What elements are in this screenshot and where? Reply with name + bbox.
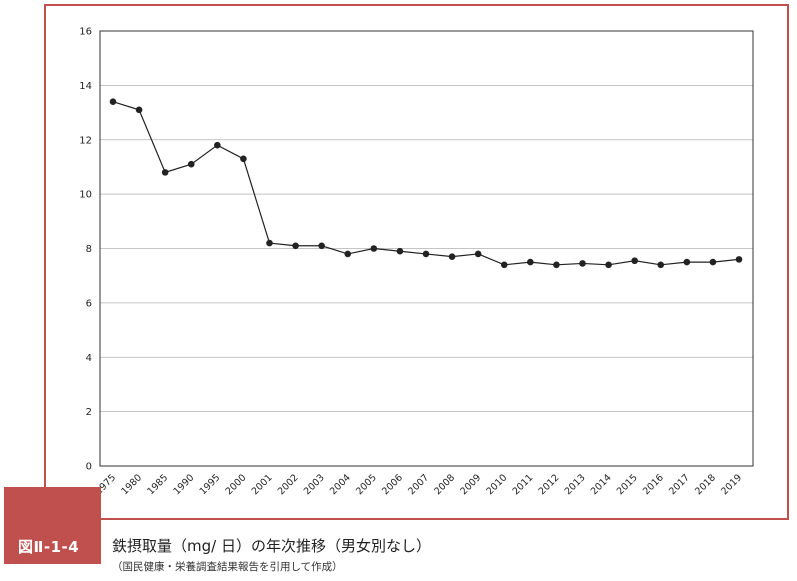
data-point: [500, 261, 508, 269]
data-point: [318, 242, 325, 250]
data-point: [657, 261, 665, 269]
x-tick-label: 2011: [511, 472, 536, 497]
x-tick-label: 2004: [328, 472, 353, 497]
x-tick-label: 2010: [484, 472, 509, 497]
y-tick-label: 16: [79, 27, 92, 38]
x-tick-label: 2000: [224, 472, 249, 497]
x-tick-label: 2003: [302, 472, 327, 497]
x-tick-label: 2019: [719, 472, 744, 497]
x-tick-label: 2014: [589, 472, 614, 497]
data-point: [396, 247, 404, 255]
figure-label-box: 図Ⅱ-1-4: [4, 487, 101, 564]
figure-number: 図Ⅱ-1-4: [18, 538, 80, 556]
data-point: [631, 257, 638, 265]
y-tick-label: 12: [79, 135, 92, 146]
data-point: [605, 261, 612, 269]
x-tick-label: 2015: [615, 472, 640, 497]
x-tick-label: 2013: [563, 472, 588, 497]
x-tick-label: 2008: [432, 472, 457, 497]
x-tick-label: 1980: [119, 472, 144, 497]
x-tick-label: 2005: [354, 472, 379, 497]
y-tick-label: 6: [86, 298, 92, 309]
data-point: [266, 239, 273, 247]
data-point: [553, 261, 560, 269]
data-point: [735, 256, 743, 263]
data-point: [709, 258, 717, 266]
data-point: [579, 260, 586, 267]
x-tick-label: 2002: [276, 472, 301, 497]
x-tick-label: 2006: [380, 472, 405, 497]
y-tick-label: 4: [86, 353, 92, 364]
plot-area: [99, 30, 754, 467]
y-tick-label: 2: [86, 407, 92, 418]
chart-frame: [44, 4, 789, 520]
figure-source-note: （国民健康・栄養調査結果報告を引用して作成）: [112, 561, 343, 573]
data-point: [135, 106, 143, 114]
data-point: [292, 242, 299, 250]
data-point: [683, 258, 691, 266]
data-point: [109, 98, 117, 105]
y-tick-label: 14: [79, 81, 92, 92]
data-point: [527, 258, 534, 266]
x-tick-label: 2009: [458, 472, 483, 497]
y-tick-label: 0: [86, 462, 92, 473]
x-tick-label: 1990: [171, 472, 196, 497]
data-point: [422, 250, 430, 258]
y-tick-label: 10: [79, 190, 92, 201]
data-point: [240, 155, 247, 163]
y-tick-label: 8: [86, 244, 92, 255]
series-line: [112, 101, 740, 266]
x-tick-label: 1995: [198, 472, 223, 497]
data-point: [448, 253, 456, 260]
data-point: [214, 141, 221, 149]
data-point: [161, 169, 169, 176]
x-tick-label: 2018: [693, 472, 718, 497]
figure-title: 鉄摂取量（mg/ 日）の年次推移（男女別なし）: [112, 537, 431, 555]
x-tick-label: 2001: [250, 472, 275, 497]
x-tick-label: 2016: [641, 472, 666, 497]
data-point: [187, 160, 195, 168]
data-point: [370, 245, 378, 252]
x-tick-label: 2017: [667, 472, 692, 497]
x-tick-label: 1985: [145, 472, 170, 497]
x-tick-label: 2012: [537, 472, 562, 497]
data-point: [344, 250, 352, 258]
data-point: [474, 250, 482, 258]
x-tick-label: 2007: [406, 472, 431, 497]
